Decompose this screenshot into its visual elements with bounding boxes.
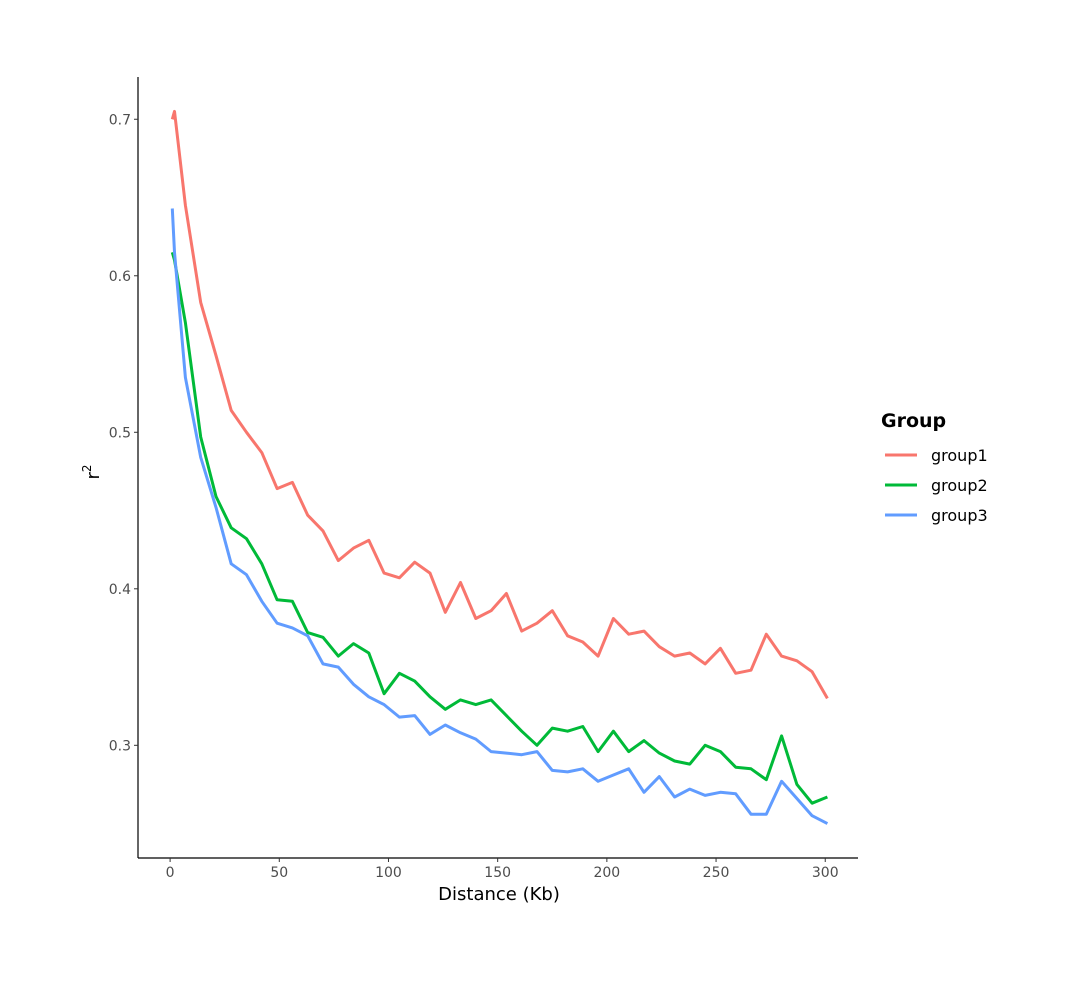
x-tick-label: 300 — [812, 865, 839, 881]
x-tick-label: 50 — [270, 865, 288, 881]
y-axis-title-superscript: 2 — [80, 464, 94, 472]
x-tick-label: 100 — [375, 865, 402, 881]
series-line-group2 — [170, 251, 828, 805]
y-tick-label: 0.7 — [109, 112, 131, 128]
y-tick-label: 0.6 — [109, 269, 131, 285]
y-axis-title-base: r — [83, 472, 104, 480]
legend-label-group1: group1 — [931, 446, 988, 465]
legend-title: Group — [881, 410, 946, 432]
series-lines — [170, 109, 829, 825]
series-line-group1 — [170, 109, 829, 700]
legend-label-group3: group3 — [931, 506, 988, 525]
svg-text:r2: r2 — [80, 464, 104, 479]
series-line-group3 — [170, 208, 829, 825]
y-tick-label: 0.4 — [109, 582, 131, 598]
x-tick-label: 250 — [703, 865, 730, 881]
y-axis-title: r2 — [80, 464, 104, 479]
x-tick-label: 200 — [593, 865, 620, 881]
x-tick-label: 150 — [484, 865, 511, 881]
x-tick-label: 0 — [166, 865, 175, 881]
x-axis-title: Distance (Kb) — [438, 884, 560, 905]
y-tick-label: 0.3 — [109, 738, 131, 754]
legend: Group group1 group2 group3 — [881, 410, 988, 525]
axes: 0 50 100 150 200 250 300 0.3 0.4 0.5 0.6 0.7 — [109, 77, 858, 881]
y-tick-label: 0.5 — [109, 425, 131, 441]
legend-label-group2: group2 — [931, 476, 988, 495]
